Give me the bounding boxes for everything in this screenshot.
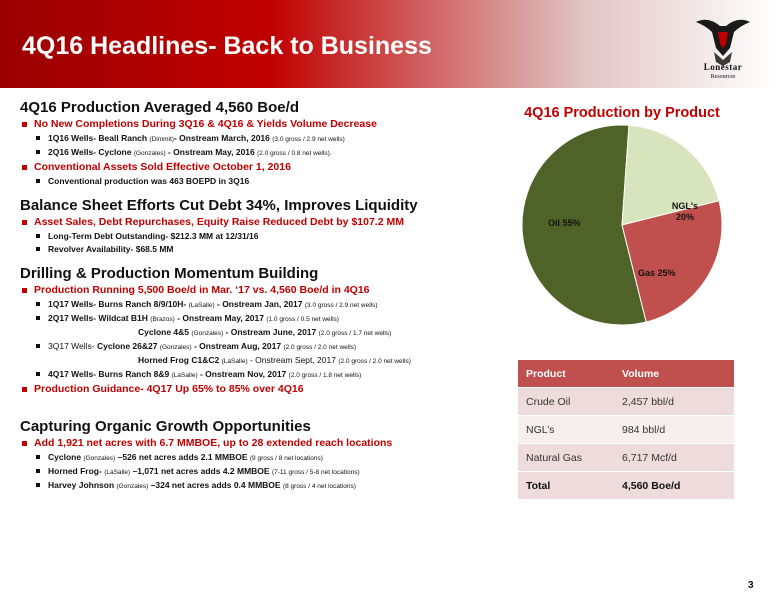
- table-cell: Crude Oil: [518, 387, 614, 416]
- production-pie-chart: [522, 125, 722, 325]
- drilling-subbullet-1: 1Q17 Wells- Burns Ranch 8/9/10H- (LaSall…: [20, 298, 510, 312]
- pie-chart-title: 4Q16 Production by Product: [524, 105, 720, 121]
- drilling-subbullet-4: 4Q17 Wells- Burns Ranch 8&9 (LaSalle) - …: [20, 368, 510, 382]
- pie-label-oil: Oil 55%: [548, 218, 581, 228]
- production-subbullet-1: 1Q16 Wells- Beall Ranch (Dimmit)- Onstre…: [20, 132, 510, 146]
- table-cell: Natural Gas: [518, 443, 614, 472]
- header-banner: 4Q16 Headlines- Back to Business: [0, 0, 776, 88]
- pie-slice-1: [621, 125, 720, 226]
- balance-heading: Balance Sheet Efforts Cut Debt 34%, Impr…: [20, 197, 418, 214]
- production-volume-table: Product Volume Crude Oil 2,457 bbl/d NGL…: [518, 360, 734, 500]
- drilling-subbullet-2: 2Q17 Wells- Wildcat B1H (Brazos) - Onstr…: [20, 312, 510, 326]
- table-header-product: Product: [518, 360, 614, 388]
- growth-subbullet-3: Harvey Johnson (Gonzales) –324 net acres…: [20, 479, 510, 493]
- table-cell: 2,457 bbl/d: [614, 387, 734, 416]
- table-row: NGL’s 984 bbl/d: [518, 415, 734, 444]
- drilling-heading: Drilling & Production Momentum Building: [20, 265, 319, 282]
- drilling-bullet-2: Production Guidance- 4Q17 Up 65% to 85% …: [20, 382, 510, 397]
- table-cell: 6,717 Mcf/d: [614, 443, 734, 472]
- table-row: Crude Oil 2,457 bbl/d: [518, 387, 734, 416]
- pie-label-gas: Gas 25%: [638, 268, 676, 278]
- drilling-subbullet-2-cont: Cyclone 4&5 (Gonzales) - Onstream June, …: [138, 327, 392, 337]
- drilling-bullet-1: Production Running 5,500 Boe/d in Mar. ‘…: [20, 283, 510, 298]
- growth-subbullet-1: Cyclone (Gonzales) –526 net acres adds 2…: [20, 451, 510, 465]
- pie-label-ngl: NGL's 20%: [671, 201, 699, 222]
- table-row: Natural Gas 6,717 Mcf/d: [518, 443, 734, 472]
- page-title: 4Q16 Headlines- Back to Business: [22, 32, 432, 60]
- table-cell: NGL’s: [518, 415, 614, 444]
- logo-subtitle: Resources: [710, 74, 736, 80]
- production-bullet-1: No New Completions During 3Q16 & 4Q16 & …: [20, 117, 510, 132]
- growth-bullet-1: Add 1,921 net acres with 6.7 MMBOE, up t…: [20, 436, 510, 451]
- production-subbullet-2: 2Q16 Wells- Cyclone (Gonzales) - Onstrea…: [20, 146, 510, 160]
- table-total-label: Total: [518, 471, 614, 500]
- pie-slice-2: [621, 200, 722, 323]
- logo-name: Lonestar: [703, 62, 743, 72]
- table-header-volume: Volume: [614, 360, 734, 388]
- table-total-row: Total 4,560 Boe/d: [518, 471, 734, 500]
- balance-bullet-1: Asset Sales, Debt Repurchases, Equity Ra…: [20, 215, 510, 230]
- pie-slice-0: [522, 125, 647, 325]
- production-subbullet-3: Conventional production was 463 BOEPD in…: [20, 175, 510, 188]
- growth-subbullet-2: Horned Frog- (LaSalle) –1,071 net acres …: [20, 465, 510, 479]
- drilling-subbullet-3: 3Q17 Wells- Cyclone 26&27 (Gonzales) - O…: [20, 340, 510, 354]
- drilling-subbullet-3-cont: Horned Frog C1&C2 (LaSalle) - Onstream S…: [138, 355, 411, 365]
- balance-subbullet-1: Long-Term Debt Outstanding- $212.3 MM at…: [20, 230, 510, 243]
- headlines-content: 4Q16 Production Averaged 4,560 Boe/d No …: [20, 98, 510, 493]
- growth-heading: Capturing Organic Growth Opportunities: [20, 418, 311, 435]
- balance-subbullet-2: Revolver Availability- $68.5 MM: [20, 243, 510, 256]
- production-bullet-2: Conventional Assets Sold Effective Octob…: [20, 160, 510, 175]
- page-number: 3: [748, 580, 754, 591]
- production-heading: 4Q16 Production Averaged 4,560 Boe/d: [20, 99, 299, 116]
- table-total-value: 4,560 Boe/d: [614, 471, 734, 500]
- table-header-row: Product Volume: [518, 360, 734, 388]
- lonestar-logo-icon: [696, 19, 750, 66]
- table-cell: 984 bbl/d: [614, 415, 734, 444]
